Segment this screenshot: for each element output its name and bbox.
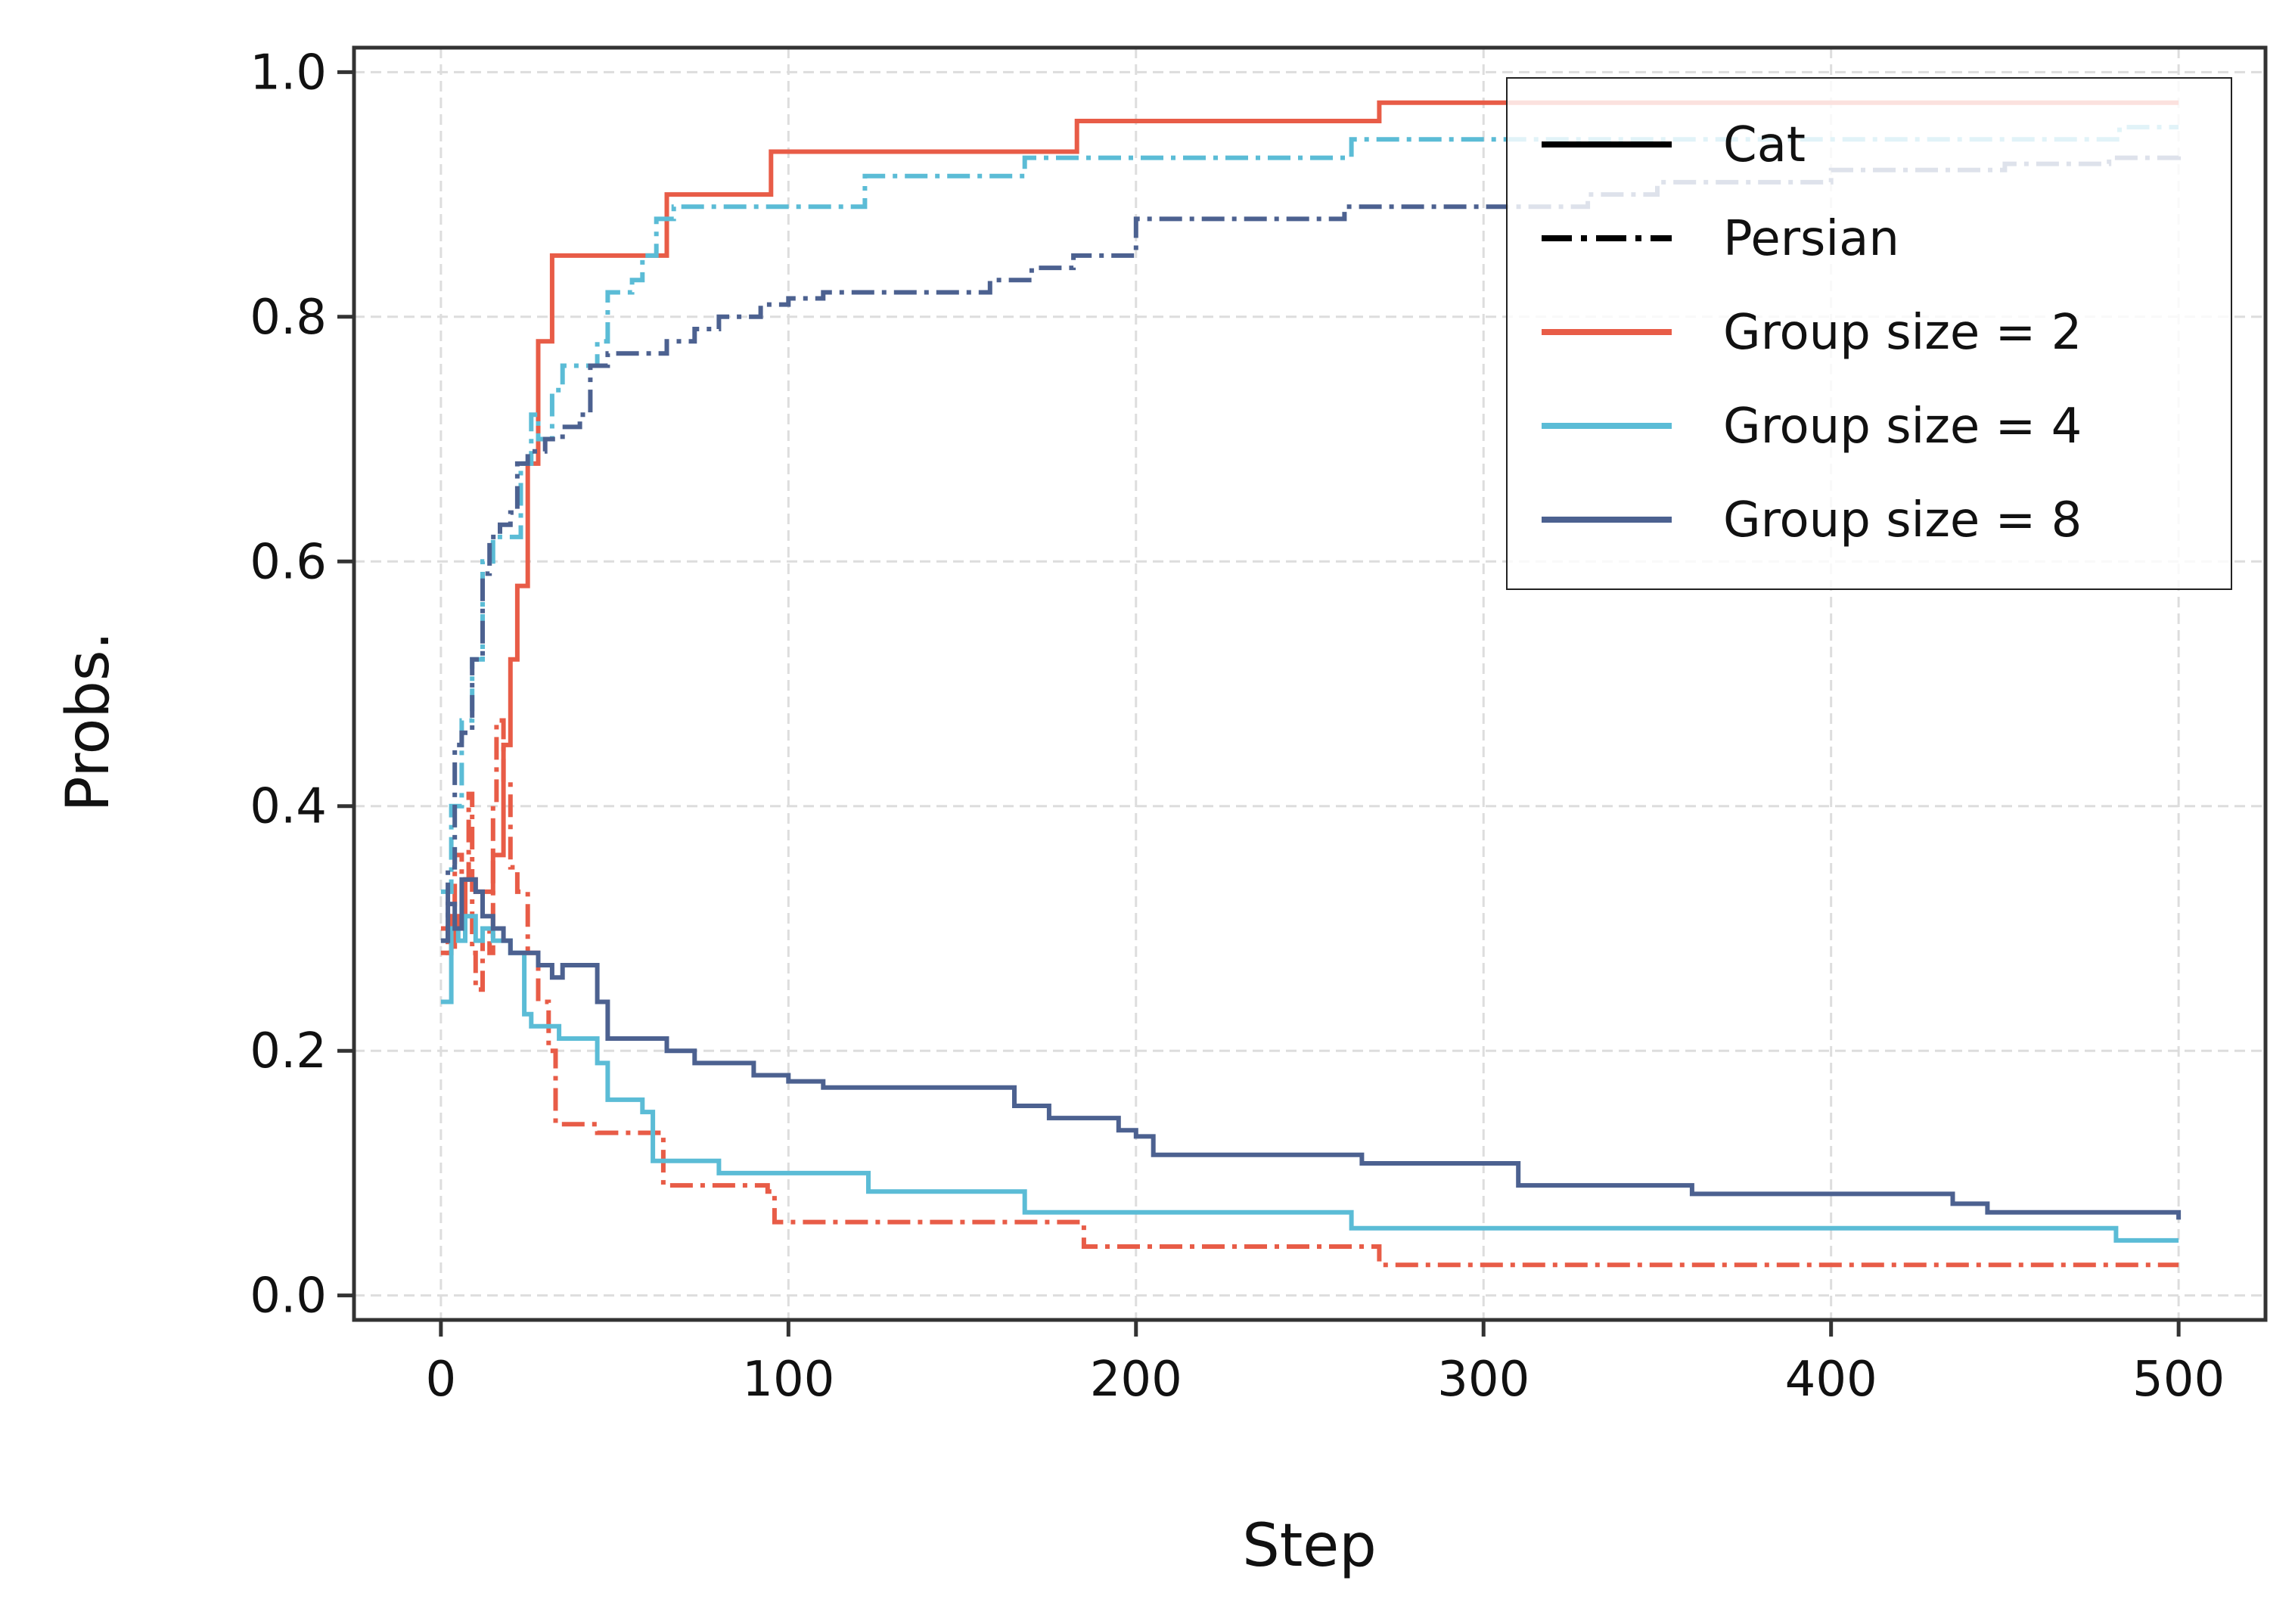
legend-label: Group size = 2: [1723, 305, 2082, 361]
y-tick-label: 1.0: [250, 45, 327, 101]
grid: [354, 48, 2265, 1320]
plot-frame: [352, 45, 2268, 1322]
x-tick-label: 300: [1437, 1352, 1529, 1408]
y-tick-label: 0.8: [250, 290, 327, 346]
series-line-4: [440, 877, 2182, 1220]
series-layer: [440, 100, 2182, 1268]
x-tick-label: 400: [1785, 1352, 1877, 1408]
legend-label: Cat: [1723, 117, 1806, 173]
axes: 0 100 200 300 400 500 0.0 0.2 0.4 0.6 0.8 1.0: [250, 45, 2225, 1408]
y-tick-label: 0.2: [250, 1023, 327, 1079]
y-tick-label: 0.6: [250, 534, 327, 590]
x-tick-label: 200: [1090, 1352, 1182, 1408]
series-line-1: [440, 718, 2179, 1268]
series-line-5: [440, 151, 2182, 943]
legend: Cat Persian Group size = 2 Group size = 4 Gr…: [1506, 77, 2232, 590]
y-tick-label: 0.0: [250, 1268, 327, 1324]
legend-label: Group size = 8: [1723, 492, 2082, 548]
y-axis-label: Probs.: [54, 632, 123, 812]
y-tick-label: 0.4: [250, 779, 327, 835]
legend-label: Persian: [1723, 211, 1899, 267]
legend-label: Group size = 4: [1723, 399, 2082, 455]
x-axis-label: Step: [1242, 1512, 1377, 1580]
series-line-2: [440, 914, 2179, 1243]
x-tick-label: 0: [426, 1352, 457, 1408]
series-line-3: [440, 125, 2179, 894]
x-tick-label: 500: [2132, 1352, 2225, 1408]
x-tick-label: 100: [742, 1352, 834, 1408]
